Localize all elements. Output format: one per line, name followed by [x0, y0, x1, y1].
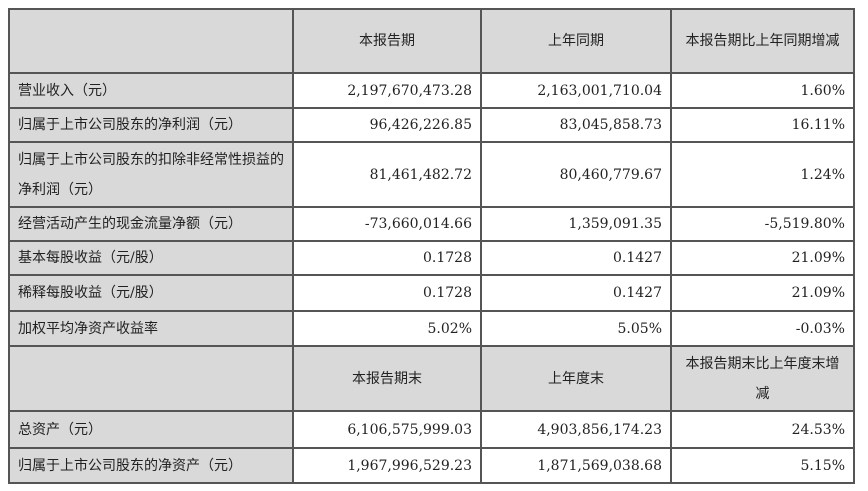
change-value: 21.09%	[670, 274, 855, 312]
change-value: 16.11%	[670, 107, 855, 143]
table-row: 总资产（元） 6,106,575,999.03 4,903,856,174.23 24…	[8, 410, 855, 449]
table-row: 归属于上市公司股东的净利润（元） 96,426,226.85 83,045,858.…	[8, 107, 855, 143]
prior-value: 0.1427	[480, 240, 672, 276]
row-label: 归属于上市公司股东的净资产（元）	[8, 447, 294, 484]
header-cell: 本报告期	[292, 8, 482, 74]
table-row: 基本每股收益（元/股） 0.1728 0.1427 21.09%	[8, 240, 855, 276]
row-label: 归属于上市公司股东的净利润（元）	[8, 107, 294, 143]
table-row: 营业收入（元） 2,197,670,473.28 2,163,001,710.04 1…	[8, 72, 855, 109]
prior-value: 83,045,858.73	[480, 107, 672, 143]
row-label: 总资产（元）	[8, 410, 294, 449]
current-value: 5.02%	[292, 310, 482, 347]
header-row: 本报告期末 上年度末 本报告期末比上年度末增减	[8, 345, 855, 412]
current-value: 2,197,670,473.28	[292, 72, 482, 109]
row-label: 营业收入（元）	[8, 72, 294, 109]
prior-value: 4,903,856,174.23	[480, 410, 672, 449]
header-row: 本报告期 上年同期 本报告期比上年同期增减	[8, 8, 855, 74]
change-value: 1.24%	[670, 141, 855, 208]
prior-value: 2,163,001,710.04	[480, 72, 672, 109]
header-cell: 上年同期	[480, 8, 672, 74]
current-value: 81,461,482.72	[292, 141, 482, 208]
row-label: 稀释每股收益（元/股）	[8, 274, 294, 312]
prior-value: 1,359,091.35	[480, 206, 672, 242]
change-value: 21.09%	[670, 240, 855, 276]
table-row: 加权平均净资产收益率 5.02% 5.05% -0.03%	[8, 310, 855, 347]
table-row: 归属于上市公司股东的扣除非经常性损益的净利润（元） 81,461,482.72 80…	[8, 141, 855, 208]
header-cell	[8, 8, 294, 74]
current-value: -73,660,014.66	[292, 206, 482, 242]
change-value: 24.53%	[670, 410, 855, 449]
financial-summary-table: 本报告期 上年同期 本报告期比上年同期增减 营业收入（元） 2,197,670,473.…	[8, 8, 855, 484]
prior-value: 80,460,779.67	[480, 141, 672, 208]
prior-value: 1,871,569,038.68	[480, 447, 672, 484]
header-cell	[8, 345, 294, 412]
header-cell: 本报告期末比上年度末增减	[670, 345, 855, 412]
prior-value: 5.05%	[480, 310, 672, 347]
change-value: 1.60%	[670, 72, 855, 109]
row-label: 经营活动产生的现金流量净额（元）	[8, 206, 294, 242]
change-value: 5.15%	[670, 447, 855, 484]
change-value: -5,519.80%	[670, 206, 855, 242]
prior-value: 0.1427	[480, 274, 672, 312]
current-value: 0.1728	[292, 274, 482, 312]
header-cell: 上年度末	[480, 345, 672, 412]
row-label: 加权平均净资产收益率	[8, 310, 294, 347]
current-value: 6,106,575,999.03	[292, 410, 482, 449]
change-value: -0.03%	[670, 310, 855, 347]
row-label: 基本每股收益（元/股）	[8, 240, 294, 276]
current-value: 0.1728	[292, 240, 482, 276]
row-label: 归属于上市公司股东的扣除非经常性损益的净利润（元）	[8, 141, 294, 208]
header-cell: 本报告期末	[292, 345, 482, 412]
table-row: 归属于上市公司股东的净资产（元） 1,967,996,529.23 1,871,56…	[8, 447, 855, 484]
table-row: 稀释每股收益（元/股） 0.1728 0.1427 21.09%	[8, 274, 855, 312]
header-cell: 本报告期比上年同期增减	[670, 8, 855, 74]
table-row: 经营活动产生的现金流量净额（元） -73,660,014.66 1,359,091.…	[8, 206, 855, 242]
current-value: 1,967,996,529.23	[292, 447, 482, 484]
current-value: 96,426,226.85	[292, 107, 482, 143]
